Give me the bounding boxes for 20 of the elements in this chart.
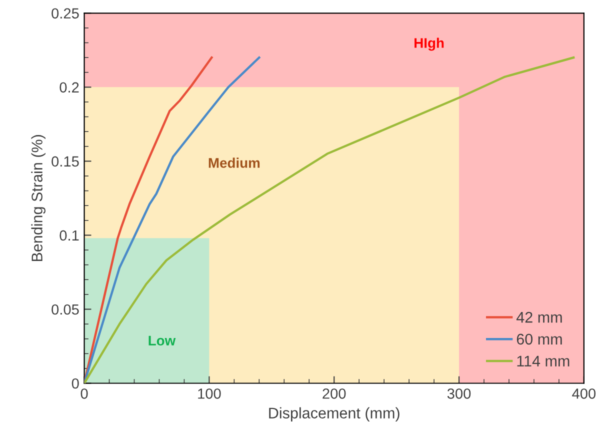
x-tick-label: 400 bbox=[572, 388, 596, 399]
y-tick-label: 0.05 bbox=[52, 304, 79, 315]
y-tick-label: 0.1 bbox=[60, 230, 79, 241]
y-tick-label: 0.15 bbox=[52, 156, 79, 167]
y-axis-title: Bending Strain (%) bbox=[31, 135, 46, 262]
legend-label: 42 mm bbox=[516, 312, 562, 323]
x-tick-label: 200 bbox=[322, 388, 346, 399]
x-tick-label: 100 bbox=[198, 388, 221, 399]
annotation: Low bbox=[148, 336, 176, 346]
legend-label: 114 mm bbox=[517, 356, 570, 366]
y-tick-label: 0 bbox=[72, 378, 79, 389]
legend-label: 60 mm bbox=[516, 334, 562, 345]
y-tick-label: 0.25 bbox=[52, 8, 79, 19]
annotation: HIgh bbox=[414, 38, 444, 51]
x-tick-label: 300 bbox=[447, 388, 471, 399]
x-tick-label: 0 bbox=[80, 388, 88, 399]
annotation: Medium bbox=[208, 158, 260, 168]
y-tick-label: 0.2 bbox=[60, 82, 79, 93]
x-axis-title: Displacement (mm) bbox=[269, 407, 400, 422]
line-series bbox=[84, 56, 260, 384]
